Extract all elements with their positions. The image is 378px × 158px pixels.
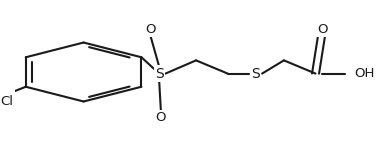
Text: O: O [317,23,328,36]
Text: O: O [145,23,156,36]
Text: S: S [251,67,260,81]
Text: S: S [155,67,164,81]
Text: OH: OH [354,67,375,80]
Text: O: O [156,111,166,124]
Text: Cl: Cl [0,94,13,108]
